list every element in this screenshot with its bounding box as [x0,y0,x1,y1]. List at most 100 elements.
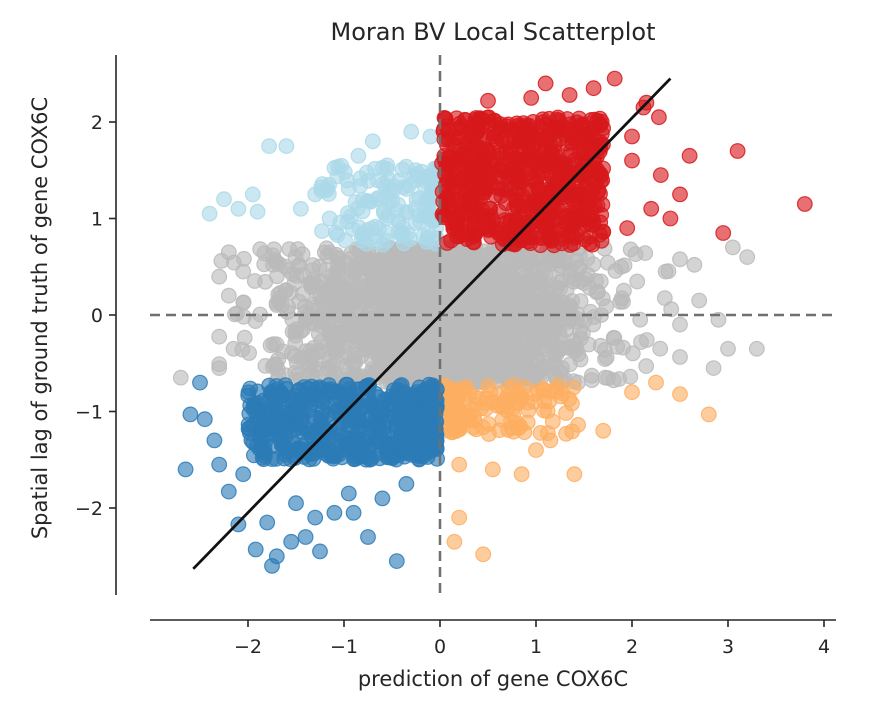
data-point [211,456,228,473]
data-point [361,310,378,326]
data-point [252,241,269,258]
data-point [585,80,602,97]
data-point [297,298,313,315]
data-point [201,205,218,222]
reference-lines [150,55,836,595]
data-point [662,210,679,227]
data-point [451,509,468,526]
data-point [312,543,328,560]
data-point [575,325,591,341]
data-point [256,444,273,461]
data-point [505,121,521,138]
data-point [340,485,357,502]
data-point [388,386,405,403]
x-tick-label: −1 [330,636,358,658]
data-point [484,267,501,283]
data-point [606,70,623,87]
data-point [389,322,406,339]
data-point [269,361,286,378]
data-point [651,109,667,126]
data-point [437,267,454,284]
data-point [629,273,646,290]
data-point [541,154,558,171]
data-point [523,291,539,308]
data-point [220,287,237,304]
data-point [637,245,654,262]
x-tick-label: 3 [722,636,734,658]
data-point [472,110,488,127]
x-tick-label: 0 [434,636,446,658]
data-point [528,127,545,144]
data-point [307,509,324,526]
data-point [440,202,457,219]
data-point [542,432,559,449]
data-point [230,200,247,217]
data-point [624,152,640,169]
data-point [700,406,717,423]
data-point [503,412,519,429]
data-point [532,237,549,254]
data-point [350,147,367,164]
data-point [739,249,756,266]
data-point [247,541,264,558]
y-axis: −2 −1 0 1 2 [75,55,117,595]
data-point [589,112,606,129]
data-point [394,219,411,236]
data-point [565,379,582,396]
data-point [236,329,253,346]
data-point [557,254,573,271]
data-point [528,442,544,459]
data-point [553,341,569,357]
data-point [622,368,639,385]
data-point [283,345,300,362]
data-point [415,228,432,244]
data-point [307,186,324,203]
data-point [416,435,433,452]
regression-line [192,77,672,570]
data-point [275,422,292,439]
data-point [446,533,463,550]
data-point [672,251,688,268]
data-point [451,228,468,245]
data-point [720,340,736,357]
data-point [220,483,237,500]
data-point [531,190,548,207]
data-point [534,111,551,128]
data-point [537,75,554,92]
data-point [513,466,530,483]
data-point [192,374,208,391]
data-point [414,289,431,306]
x-tick-label: −2 [234,636,262,658]
data-point [551,122,568,139]
data-point [329,168,346,185]
data-point [398,476,415,492]
data-point [292,200,309,217]
data-point [472,129,488,146]
data-point [553,227,570,243]
data-point [465,233,481,250]
data-point [577,231,593,248]
data-point [321,210,338,227]
data-point [325,334,342,351]
data-point [449,129,466,146]
data-point [288,495,304,512]
data-point [283,533,300,550]
data-point [592,226,608,243]
data-point [505,332,521,349]
data-point [413,310,429,327]
data-point [319,179,335,196]
data-point [633,334,649,351]
data-point [526,386,543,402]
data-point [672,186,688,203]
data-point [403,123,420,140]
data-point [378,177,395,194]
data-point [467,205,484,222]
data-point [360,529,376,545]
data-point [480,92,496,109]
data-point [468,181,484,198]
data-point [451,456,468,473]
data-point [264,247,281,264]
data-point [245,399,262,416]
series-lh [201,123,445,253]
